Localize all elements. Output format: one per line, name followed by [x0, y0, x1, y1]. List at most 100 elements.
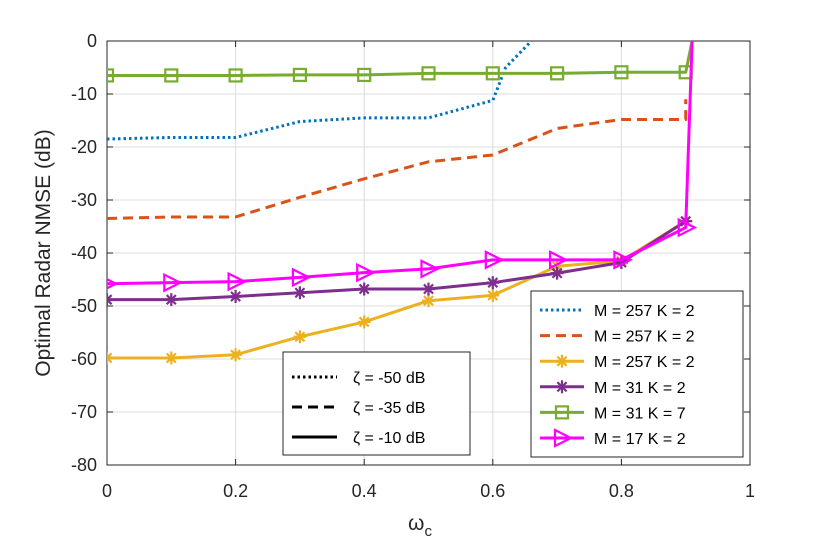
series-5-point — [164, 68, 179, 83]
y-tick-label: -50 — [71, 296, 97, 316]
x-tick-label: 0.8 — [609, 481, 634, 501]
x-axis-label: ωc — [408, 512, 432, 540]
series-3-point-stroke — [165, 352, 177, 364]
series-2 — [107, 99, 688, 221]
legend-label: M = 257 K = 2 — [594, 354, 695, 371]
series-3-point-stroke — [423, 295, 434, 307]
legend-marker — [553, 428, 574, 448]
y-tick-labels: 0 -10 -20 -30 -40 -50 -60 -70 -80 — [71, 31, 97, 475]
series-3-point-stroke — [107, 356, 113, 364]
series-3-point — [229, 348, 243, 362]
series-4-point — [293, 286, 307, 300]
series-4-point-stroke — [165, 294, 177, 306]
series-3-point-stroke — [487, 290, 499, 301]
x-tick-label: 0 — [102, 481, 112, 501]
series-4-point-stroke — [487, 277, 499, 289]
y-tick-label: 0 — [87, 31, 97, 51]
y-tick-label: -20 — [71, 137, 97, 157]
y-tick-label: -80 — [71, 455, 97, 475]
x-tick-label: 1 — [745, 481, 755, 501]
series-6-point — [291, 267, 312, 288]
series-3-line — [107, 219, 687, 360]
legend-marker — [554, 405, 570, 420]
series-4-point — [486, 276, 500, 290]
series-4-point-stroke — [294, 287, 306, 299]
series-legend-box — [530, 290, 744, 458]
legend-label: M = 31 K = 2 — [594, 380, 686, 397]
series-5-point — [107, 68, 115, 83]
series-6-point — [356, 262, 376, 283]
style-legend: ζ = -50 dB ζ = -35 dB ζ = -10 dB — [282, 351, 471, 456]
series-6-point — [420, 259, 440, 279]
series-5-point — [421, 66, 436, 81]
series-6-point — [677, 217, 698, 238]
series-5-point — [614, 65, 629, 80]
series-4-point — [107, 293, 114, 307]
x-axis-label-subscript: c — [424, 523, 432, 540]
series-4-point-stroke — [358, 283, 370, 295]
series-4-point — [357, 282, 371, 296]
legend-label: M = 17 K = 2 — [594, 431, 686, 448]
series-4-point-stroke — [551, 267, 563, 279]
series-5-point — [228, 68, 243, 83]
x-tick-label: 0.2 — [223, 481, 248, 501]
legend-marker — [555, 354, 569, 368]
series-5-point — [357, 67, 372, 83]
series-5-line — [107, 41, 694, 77]
style-legend-label: ζ = -35 dB — [353, 400, 425, 417]
series-3-point-stroke — [294, 331, 306, 343]
legend-label: M = 31 K = 7 — [594, 405, 686, 422]
y-tick-label: -10 — [71, 84, 97, 104]
series-2-line — [107, 99, 688, 221]
series-4-point-stroke — [423, 283, 434, 295]
series-legend: M = 257 K = 2 M = 257 K = 2 M = 257 K = 2 M… — [530, 290, 744, 458]
series-3-point — [357, 315, 371, 329]
series-3-point — [486, 288, 500, 302]
series-6-point — [163, 272, 183, 293]
y-tick-label: -40 — [71, 243, 97, 263]
series-4-point-stroke — [107, 298, 113, 306]
series-4-line — [107, 219, 687, 302]
series-3-point-stroke — [107, 352, 113, 360]
series-4-point — [164, 293, 178, 307]
series-layer — [107, 41, 698, 365]
series-1 — [107, 41, 533, 141]
legend-marker-stroke — [556, 355, 568, 367]
series-3-point — [422, 294, 435, 308]
style-legend-label: ζ = -50 dB — [353, 370, 425, 387]
series-4-point — [229, 289, 243, 303]
series-3-point-stroke — [358, 316, 370, 328]
x-axis-label-main: ω — [408, 512, 424, 535]
x-tick-label: 0.6 — [480, 481, 505, 501]
y-tick-label: -60 — [71, 349, 97, 369]
series-6-point — [548, 250, 569, 270]
series-3-point — [107, 351, 114, 365]
series-6-point — [613, 250, 633, 270]
legend-label: M = 257 K = 2 — [594, 303, 695, 320]
y-tick-label: -30 — [71, 190, 97, 210]
series-4-point — [550, 266, 564, 280]
series-5-point — [485, 66, 500, 81]
series-6 — [107, 41, 698, 293]
x-tick-label: 0.4 — [352, 481, 377, 501]
series-5-point — [549, 66, 565, 81]
series-4-point — [422, 282, 435, 296]
series-3-point — [293, 330, 307, 344]
series-6-line — [107, 41, 694, 286]
series-6-point — [227, 271, 248, 292]
series-3-point — [164, 351, 178, 365]
legend-marker — [555, 380, 569, 394]
legend-marker-stroke — [556, 381, 568, 393]
y-tick-label: -70 — [71, 402, 97, 422]
series-4-point-stroke — [107, 294, 113, 302]
series-5-point — [292, 67, 307, 83]
series-3-point-stroke — [230, 349, 241, 361]
series-6-point — [107, 278, 119, 290]
y-axis-label: Optimal Radar NMSE (dB) — [32, 129, 55, 376]
series-6-point — [484, 250, 505, 270]
style-legend-label: ζ = -10 dB — [353, 430, 425, 447]
x-tick-labels: 0 0.2 0.4 0.6 0.8 1 — [102, 481, 755, 501]
series-1-line — [107, 41, 533, 141]
series-4-point-stroke — [230, 291, 241, 302]
